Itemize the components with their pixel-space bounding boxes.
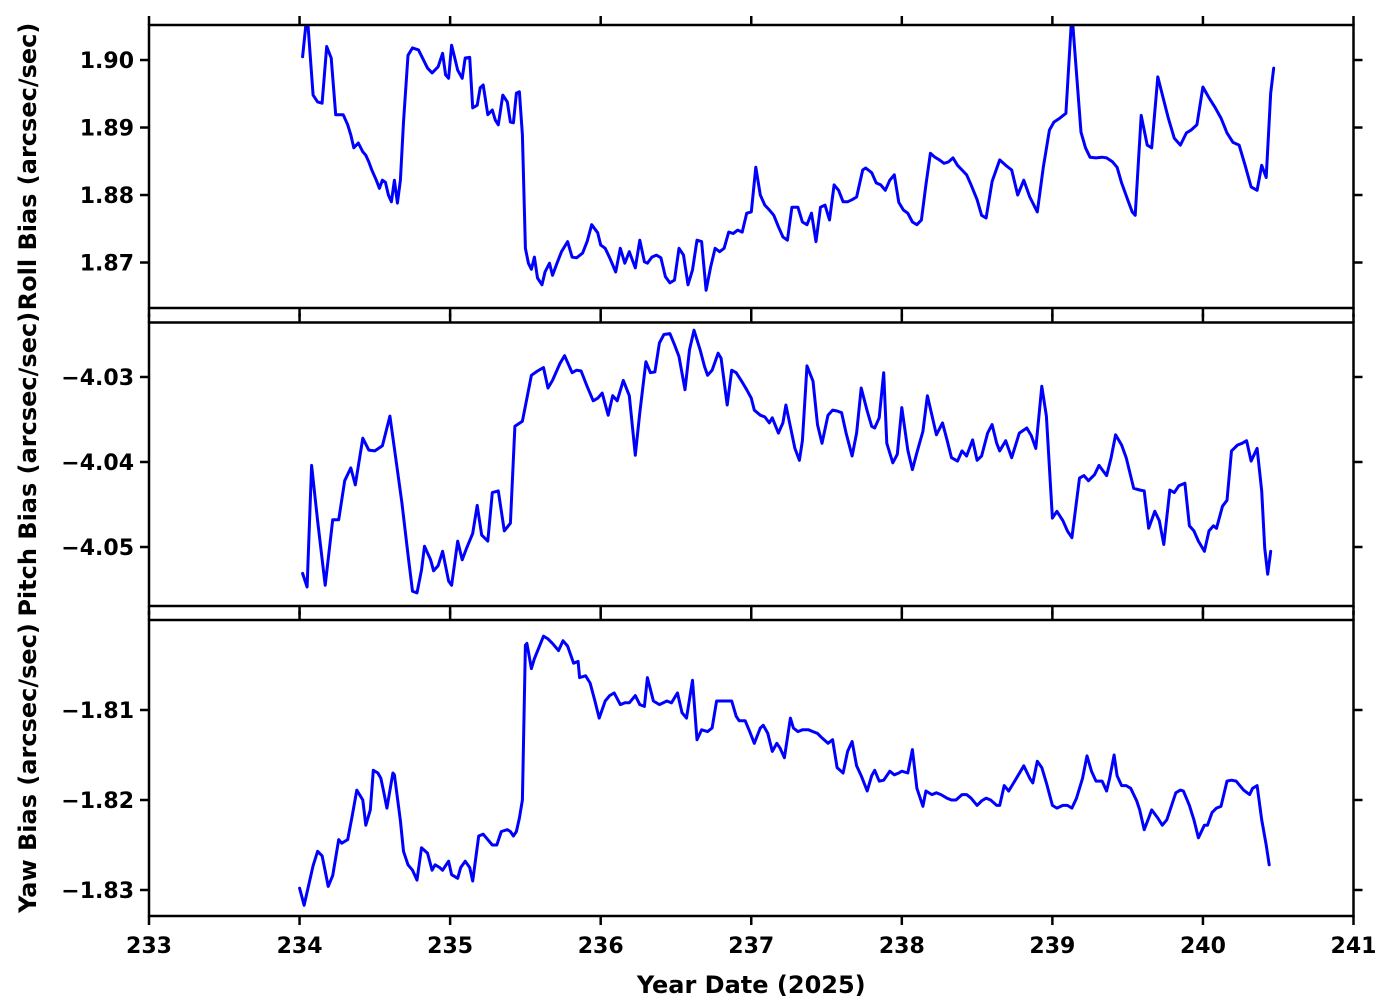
y-tick-label: 1.90 <box>80 49 134 74</box>
x-tick-label: 238 <box>879 934 925 959</box>
x-tick-label: 237 <box>728 934 774 959</box>
y-tick-label: −1.82 <box>61 789 134 814</box>
y-tick-label: −4.04 <box>61 451 134 476</box>
x-tick-label: 234 <box>277 934 323 959</box>
y-tick-label: −4.03 <box>61 366 134 391</box>
x-tick-label: 240 <box>1180 934 1226 959</box>
panel-pitch-bias: −4.05 −4.04 −4.03 Pitch Bias (arcsec/sec) <box>14 312 1363 617</box>
y-tick-label: −1.83 <box>61 879 134 904</box>
y-tick-label: 1.88 <box>80 184 134 209</box>
y-axis-label-yaw-bias: Yaw Bias (arcsec/sec) <box>14 623 42 914</box>
yaw_bias-line <box>298 634 1271 907</box>
roll_bias-line <box>301 25 1276 292</box>
x-tick-label: 233 <box>126 934 172 959</box>
x-axis: 233 234 235 236 237 238 239 240 241 Year Date (20… <box>126 934 1376 999</box>
y-tick-label: 1.89 <box>80 117 134 142</box>
x-axis-label: Year Date (2025) <box>636 971 866 999</box>
panel-roll-bias: 1.87 1.88 1.89 1.90 Roll Bias (arcsec/sec) <box>14 16 1363 317</box>
panel-yaw-bias: −1.83 −1.82 −1.81 Yaw Bias (arcsec/sec) <box>14 611 1363 925</box>
y-tick-label: −4.05 <box>61 536 134 561</box>
x-tick-label: 236 <box>578 934 624 959</box>
y-tick-label: −1.81 <box>61 699 134 724</box>
x-tick-label: 239 <box>1029 934 1075 959</box>
y-axis-label-pitch-bias: Pitch Bias (arcsec/sec) <box>14 312 42 617</box>
pitch_bias-line <box>301 328 1273 595</box>
x-tick-label: 235 <box>427 934 473 959</box>
x-tick-label: 241 <box>1331 934 1377 959</box>
y-axis-label-roll-bias: Roll Bias (arcsec/sec) <box>14 23 42 311</box>
y-tick-label: 1.87 <box>80 252 134 277</box>
